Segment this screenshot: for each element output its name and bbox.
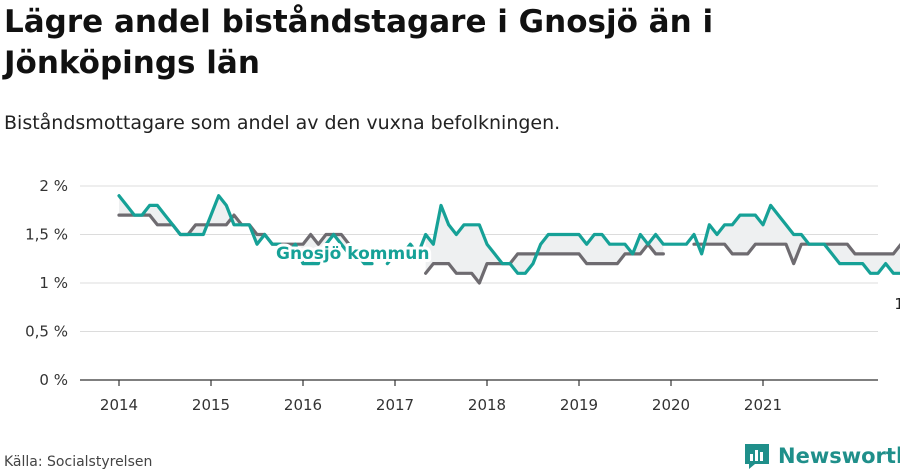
y-tick-label: 1 % <box>39 274 68 292</box>
series-line-jonkopings-lan <box>424 242 665 285</box>
x-tick-label: 2016 <box>284 396 322 414</box>
x-tick-label: 2015 <box>192 396 230 414</box>
y-tick-label: 0,5 % <box>25 323 68 341</box>
x-tick-label: 2018 <box>468 396 506 414</box>
x-tick-label: 2019 <box>560 396 598 414</box>
chart-subtitle: Biståndsmottagare som andel av den vuxna… <box>4 112 561 134</box>
y-tick-label: 1,5 % <box>25 226 68 244</box>
gap-shading <box>425 205 664 283</box>
chart-title: Lägre andel biståndstagare i Gnosjö än i… <box>4 4 714 81</box>
series-line-jonkopings-lan <box>117 213 351 246</box>
brand-logo: Newsworthy <box>744 441 900 471</box>
brand-name: Newsworthy <box>778 444 900 468</box>
source-note: Källa: Socialstyrelsen <box>4 454 153 470</box>
series-label-gnosjo: Gnosjö kommun <box>276 244 429 264</box>
y-tick-label: 2 % <box>39 177 68 195</box>
gap-shading <box>694 205 900 274</box>
x-tick-label: 2014 <box>100 396 138 414</box>
x-tick-label: 2020 <box>652 396 690 414</box>
x-tick-label: 2021 <box>744 396 782 414</box>
y-tick-label: 0 % <box>39 371 68 389</box>
newsworthy-logo-icon <box>745 444 769 469</box>
series-line-gnosjo <box>385 203 900 275</box>
x-tick-label: 2017 <box>376 396 414 414</box>
series-line-gnosjo <box>117 194 374 266</box>
end-label-gnosjo: 1 % <box>894 295 900 313</box>
